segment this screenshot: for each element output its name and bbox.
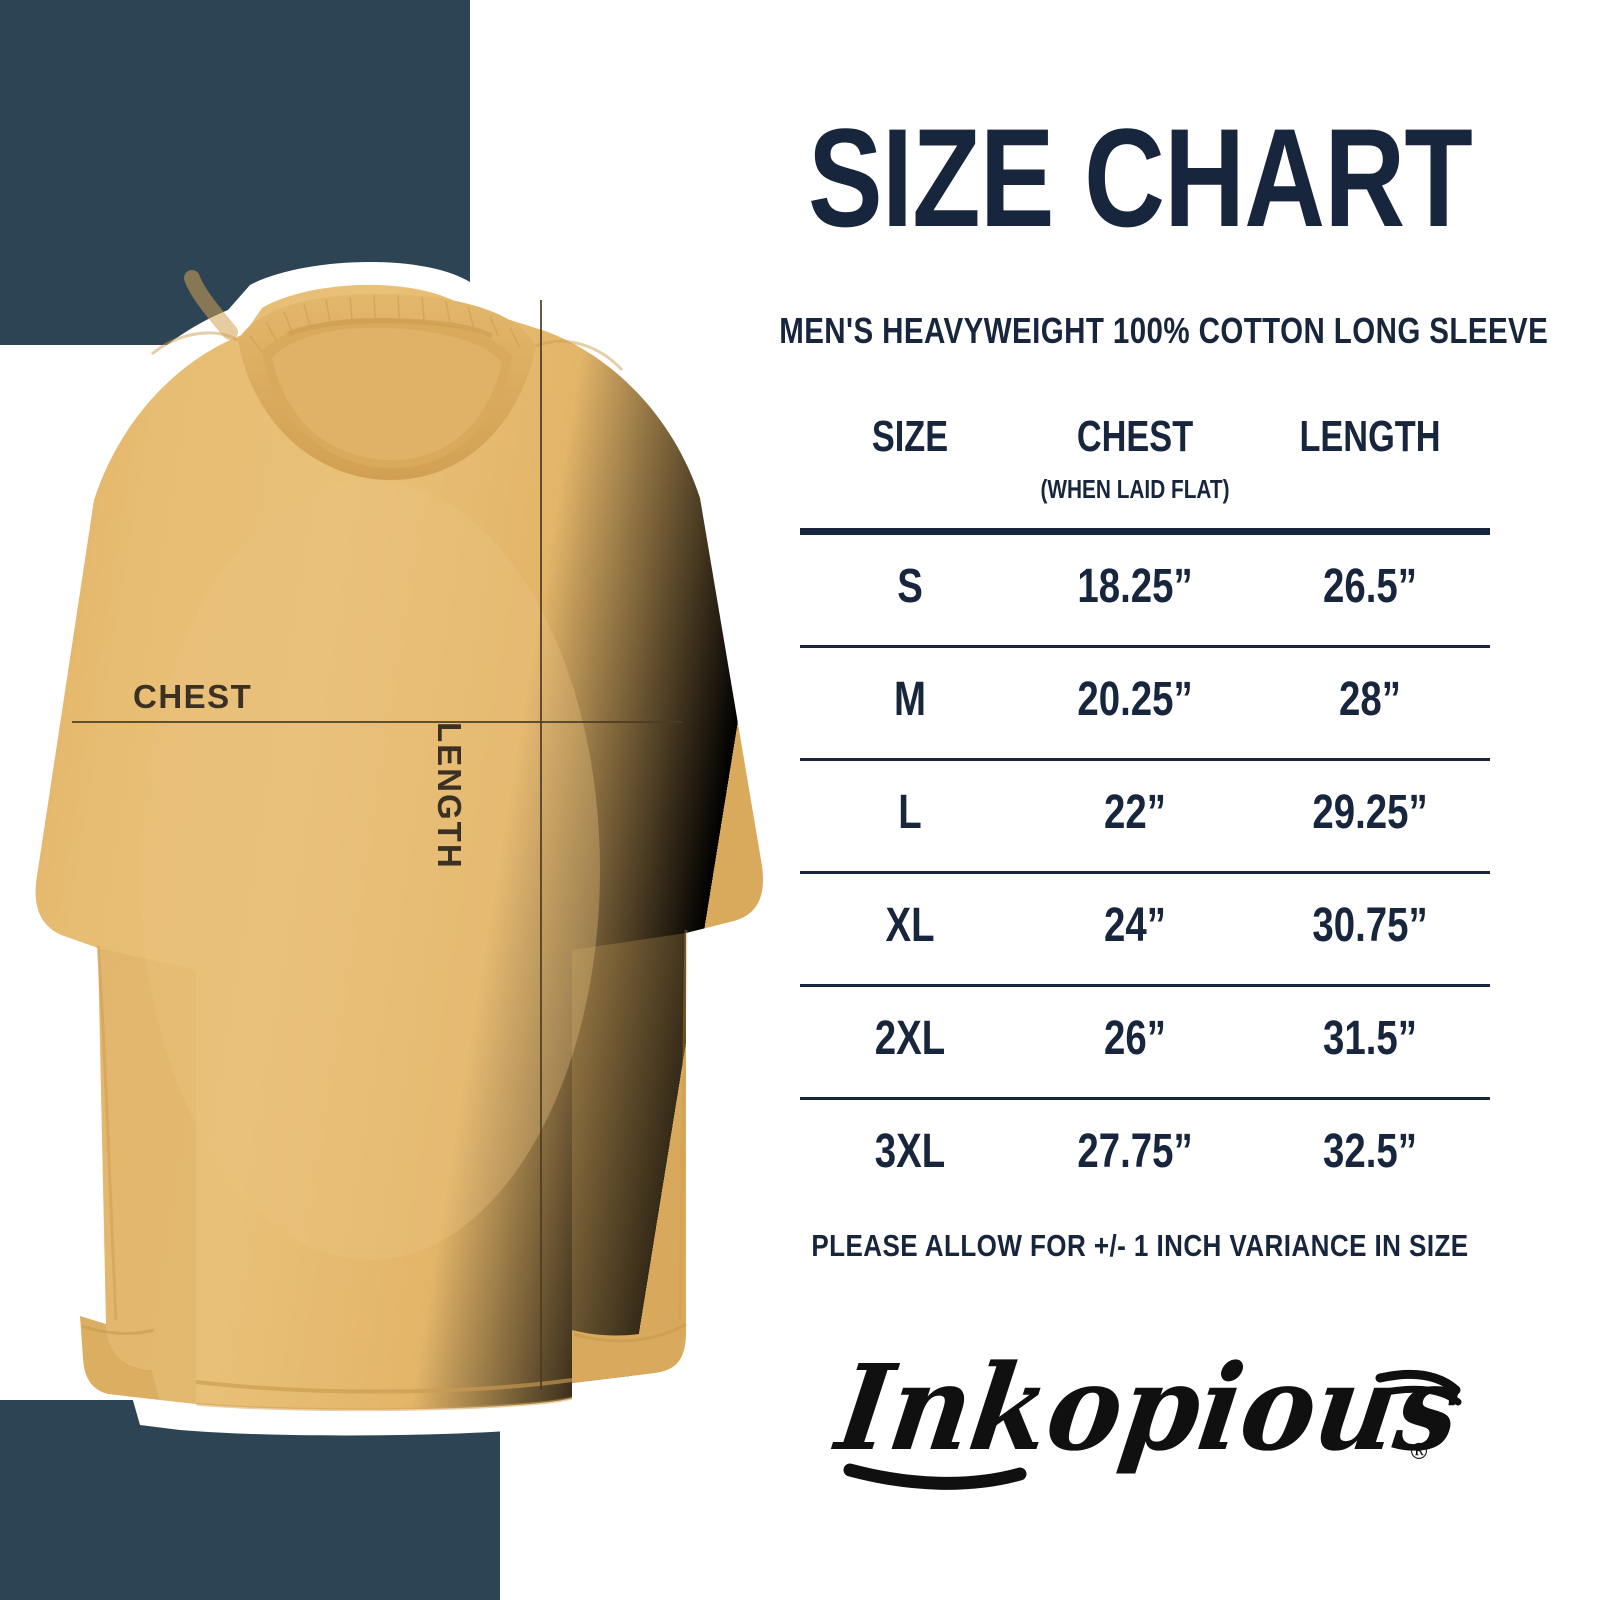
- cell-chest: 24”: [1104, 899, 1166, 952]
- table-row-divider: [800, 1097, 1490, 1100]
- column-header-chest-note: (WHEN LAID FLAT): [1040, 474, 1230, 504]
- table-header-rule: [800, 528, 1490, 535]
- column-header-size: SIZE: [871, 412, 949, 461]
- column-header-chest: CHEST: [1076, 412, 1194, 461]
- column-header-length: LENGTH: [1299, 412, 1441, 461]
- page-title: SIZE CHART: [808, 99, 1473, 256]
- registered-mark-icon: ®: [1408, 1440, 1430, 1465]
- table-row: L 22” 29.25”: [800, 761, 1490, 871]
- brand-logo: Inkopious ®: [820, 1320, 1480, 1510]
- cell-size: 3XL: [874, 1125, 946, 1178]
- table-row-divider: [800, 871, 1490, 874]
- table-row: M 20.25” 28”: [800, 648, 1490, 758]
- table-header-row: SIZE CHEST LENGTH (WHEN LAID FLAT): [800, 412, 1490, 528]
- table-row: 3XL 27.75” 32.5”: [800, 1100, 1490, 1210]
- table-row-divider: [800, 758, 1490, 761]
- cell-chest: 22”: [1104, 786, 1166, 839]
- cell-size: M: [894, 673, 926, 726]
- cell-length: 32.5”: [1323, 1125, 1417, 1178]
- variance-note: PLEASE ALLOW FOR +/- 1 INCH VARIANCE IN …: [811, 1228, 1469, 1263]
- page-subtitle: MEN'S HEAVYWEIGHT 100% COTTON LONG SLEEV…: [779, 310, 1549, 351]
- shirt-body: [35, 284, 763, 1410]
- cell-chest: 26”: [1104, 1012, 1166, 1065]
- chest-measure-label: CHEST: [133, 678, 253, 715]
- table-row-divider: [800, 984, 1490, 987]
- cell-chest: 20.25”: [1077, 673, 1193, 726]
- shirt-illustration: [0, 230, 800, 1460]
- cell-chest: 27.75”: [1077, 1125, 1193, 1178]
- cell-length: 28”: [1339, 673, 1401, 726]
- cell-length: 31.5”: [1323, 1012, 1417, 1065]
- cell-size: 2XL: [874, 1012, 946, 1065]
- table-row-divider: [800, 645, 1490, 648]
- right-cuff: [572, 1320, 687, 1383]
- length-measure-label: LENGTH: [431, 722, 468, 870]
- brand-underswash-icon: [843, 1369, 1462, 1490]
- table-row: XL 24” 30.75”: [800, 874, 1490, 984]
- cell-length: 30.75”: [1312, 899, 1428, 952]
- cell-size: L: [898, 786, 922, 839]
- cell-length: 29.25”: [1312, 786, 1428, 839]
- size-table: SIZE CHEST LENGTH (WHEN LAID FLAT) S 18.…: [800, 412, 1490, 1210]
- table-row: S 18.25” 26.5”: [800, 535, 1490, 645]
- chest-measure-line: [72, 721, 682, 723]
- cell-length: 26.5”: [1323, 560, 1417, 613]
- table-row: 2XL 26” 31.5”: [800, 987, 1490, 1097]
- brand-wordmark: Inkopious: [829, 1338, 1470, 1477]
- cell-chest: 18.25”: [1077, 560, 1193, 613]
- content-column: SIZE CHART MEN'S HEAVYWEIGHT 100% COTTON…: [700, 0, 1600, 1600]
- left-cuff: [80, 1316, 160, 1400]
- length-measure-line: [540, 300, 542, 1390]
- cell-size: S: [897, 560, 923, 613]
- navy-panel-top: [0, 0, 470, 300]
- shirt-collar: [238, 293, 536, 481]
- cell-size: XL: [885, 899, 935, 952]
